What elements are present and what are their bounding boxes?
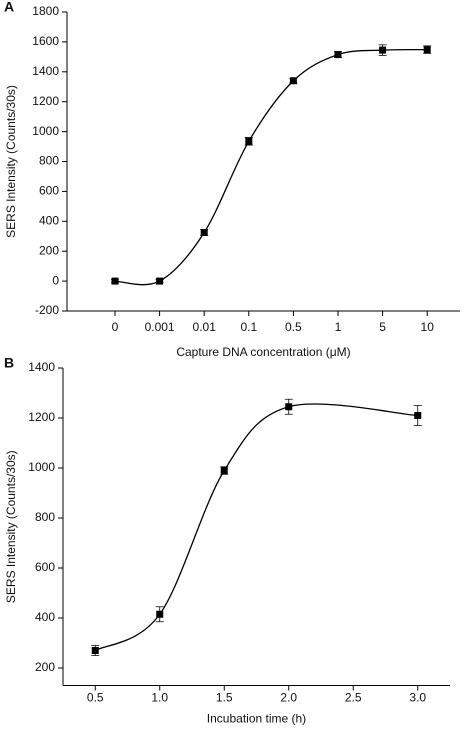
- x-tick-label: 1.5: [216, 691, 233, 705]
- x-tick-label: 0.01: [193, 320, 217, 334]
- x-tick-label: 1: [335, 320, 342, 334]
- panel-label: B: [4, 355, 14, 371]
- y-tick-label: 1000: [28, 460, 55, 474]
- fit-curve: [114, 48, 428, 286]
- y-tick-label: 400: [35, 610, 55, 624]
- marker: [289, 77, 297, 85]
- x-tick-label: 2.0: [280, 691, 297, 705]
- y-tick-label: 600: [35, 560, 55, 574]
- y-tick-label: 1800: [32, 4, 59, 18]
- y-axis-title: SERS Intensity (Counts/30s): [4, 450, 18, 603]
- x-tick-label: 1.0: [151, 691, 168, 705]
- marker: [423, 46, 431, 54]
- x-tick-label: 2.5: [345, 691, 362, 705]
- x-tick-label: 0.5: [87, 691, 104, 705]
- y-tick-label: 0: [52, 273, 59, 287]
- y-tick-label: 1000: [32, 124, 59, 138]
- x-tick-label: 0.5: [285, 320, 302, 334]
- marker: [200, 229, 208, 237]
- y-tick-label: 200: [39, 243, 59, 257]
- marker: [111, 277, 119, 285]
- y-tick-label: 1200: [28, 410, 55, 424]
- y-tick-label: 800: [35, 510, 55, 524]
- fit-curve: [94, 403, 418, 652]
- marker: [220, 467, 228, 474]
- x-tick-label: 3.0: [409, 691, 426, 705]
- x-tick-label: 10: [421, 320, 435, 334]
- x-tick-label: 5: [379, 320, 386, 334]
- marker: [414, 412, 422, 419]
- y-tick-label: 400: [39, 213, 59, 227]
- marker: [245, 137, 253, 145]
- y-tick-label: 1600: [32, 34, 59, 48]
- x-tick-label: 0.001: [145, 320, 175, 334]
- marker: [334, 51, 342, 59]
- x-axis-title: Capture DNA concentration (μM): [176, 345, 350, 359]
- y-tick-label: 600: [39, 184, 59, 198]
- x-axis-title: Incubation time (h): [207, 712, 306, 726]
- panel-label: A: [4, 0, 14, 15]
- marker: [285, 403, 293, 411]
- y-tick-label: 1200: [32, 94, 59, 108]
- y-tick-label: 1400: [28, 360, 55, 374]
- marker: [379, 46, 387, 54]
- x-tick-label: 0.1: [240, 320, 257, 334]
- marker: [156, 610, 164, 618]
- marker: [91, 647, 99, 654]
- y-tick-label: 800: [39, 154, 59, 168]
- marker: [156, 277, 164, 285]
- y-tick-label: -200: [35, 303, 59, 317]
- x-tick-label: 0: [112, 320, 119, 334]
- y-tick-label: 1400: [32, 64, 59, 78]
- y-axis-title: SERS Intensity (Counts/30s): [4, 85, 18, 238]
- y-tick-label: 200: [35, 660, 55, 674]
